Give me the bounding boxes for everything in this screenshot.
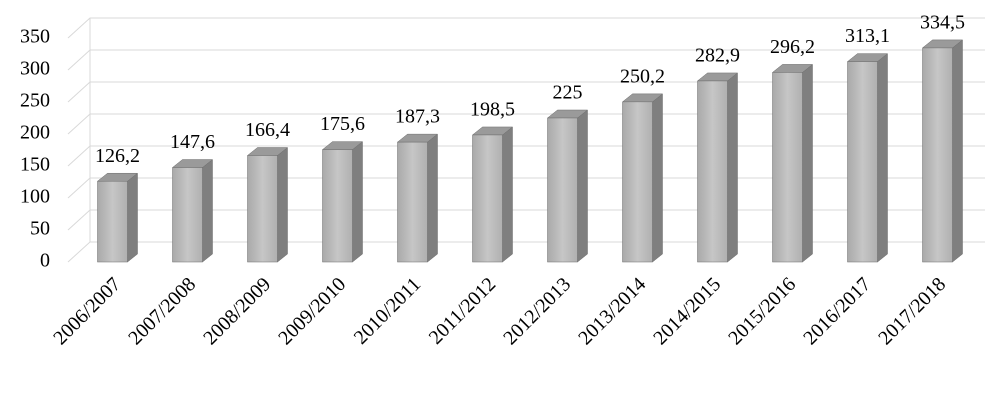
- bar: [172, 167, 203, 263]
- bar: [322, 149, 353, 263]
- bar: [247, 155, 278, 263]
- x-tick-label: 2006/2007: [49, 273, 125, 349]
- grid-line: [67, 209, 985, 231]
- bar: [772, 72, 803, 263]
- value-label: 175,6: [320, 113, 365, 135]
- value-label: 250,2: [620, 65, 665, 87]
- bar: [697, 80, 728, 263]
- bar: [847, 61, 878, 263]
- value-label: 296,2: [770, 36, 815, 58]
- y-tick-label: 250: [20, 90, 50, 112]
- bar-side: [877, 53, 888, 263]
- y-tick-label: 200: [20, 122, 50, 144]
- grid-line: [67, 145, 985, 167]
- y-tick-label: 100: [20, 186, 50, 208]
- grid-line: [67, 241, 985, 263]
- y-tick-label: 50: [30, 218, 50, 240]
- x-tick-label: 2010/2011: [350, 273, 426, 349]
- value-label: 282,9: [695, 45, 740, 67]
- bar: [97, 180, 128, 263]
- y-tick-label: 0: [40, 250, 50, 272]
- value-label: 147,6: [170, 131, 215, 153]
- y-tick-label: 350: [20, 26, 50, 48]
- bar-side: [127, 172, 138, 263]
- bar: [922, 47, 953, 263]
- value-label: 198,5: [470, 99, 515, 121]
- bar-side: [352, 141, 363, 263]
- x-tick-label: 2009/2010: [274, 273, 350, 349]
- bar-side: [802, 63, 813, 263]
- grid-line: [67, 17, 985, 39]
- bar-side: [427, 133, 438, 263]
- grid-line: [67, 49, 985, 71]
- bar-side: [502, 126, 513, 263]
- value-label: 166,4: [245, 119, 290, 141]
- bar: [547, 117, 578, 263]
- y-tick-label: 150: [20, 154, 50, 176]
- bar-side: [652, 93, 663, 263]
- value-label: 313,1: [845, 25, 890, 47]
- x-tick-label: 2011/2012: [425, 273, 501, 349]
- bar-side: [277, 146, 288, 263]
- bar: [622, 101, 653, 263]
- grid-line: [67, 81, 985, 103]
- value-label: 126,2: [95, 145, 140, 167]
- value-label: 225: [553, 82, 583, 104]
- x-tick-label: 2016/2017: [799, 273, 875, 349]
- grid-line: [67, 113, 985, 135]
- x-tick-label: 2007/2008: [124, 273, 200, 349]
- value-label: 334,5: [920, 12, 965, 34]
- bar: [472, 134, 503, 263]
- bar-side: [202, 159, 213, 263]
- x-tick-label: 2008/2009: [199, 273, 275, 349]
- x-tick-label: 2017/2018: [874, 273, 950, 349]
- x-tick-label: 2012/2013: [499, 273, 575, 349]
- bar-side: [952, 39, 963, 263]
- bar-side: [727, 72, 738, 263]
- x-tick-label: 2014/2015: [649, 273, 725, 349]
- value-label: 187,3: [395, 106, 440, 128]
- bar: [397, 141, 428, 263]
- y-tick-label: 300: [20, 58, 50, 80]
- bar-side: [577, 109, 588, 263]
- grid-line: [67, 177, 985, 199]
- x-tick-label: 2013/2014: [574, 273, 650, 349]
- x-tick-label: 2015/2016: [724, 273, 800, 349]
